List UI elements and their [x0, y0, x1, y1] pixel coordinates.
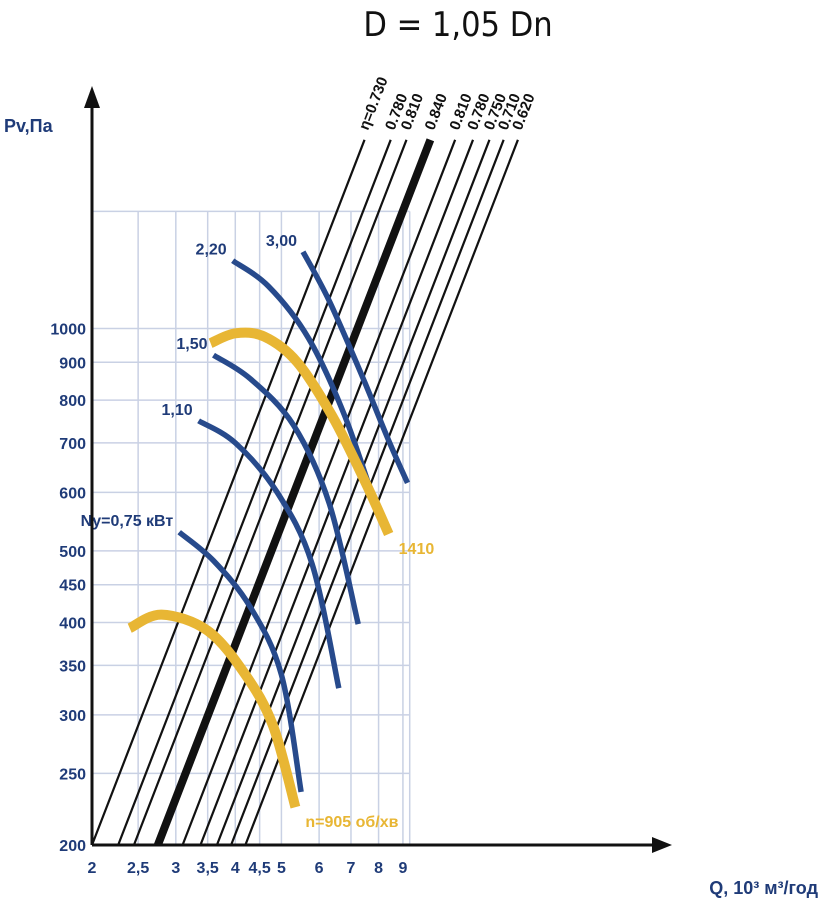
speed-curve-2 [208, 327, 394, 537]
power-curve-label-5: 3,00 [266, 233, 297, 250]
chart-title: D = 1,05 Dn [363, 5, 552, 45]
efficiency-lines: η=0.7300.7800.8100.8400.8100.7800.7500.7… [90, 75, 539, 847]
power-curve-label-1: Ny=0,75 кВт [81, 513, 174, 530]
x-tick-8: 8 [374, 860, 383, 877]
y-tick-350: 350 [59, 658, 86, 675]
efficiency-line-3 [132, 139, 408, 846]
x-tick-9: 9 [398, 860, 407, 877]
x-axis-arrow [652, 837, 672, 853]
power-curve-label-3: 1,50 [176, 336, 207, 353]
x-tick-4-5: 4,5 [249, 860, 271, 877]
x-tick-4: 4 [231, 860, 240, 877]
x-tick-6: 6 [315, 860, 324, 877]
power-curve-4 [231, 258, 382, 516]
power-curve-1 [177, 530, 304, 793]
power-curve-3 [212, 352, 361, 625]
speed-curve-1 [127, 609, 301, 809]
power-curve-label-4: 2,20 [196, 242, 227, 259]
axes [84, 86, 672, 853]
y-tick-200: 200 [59, 838, 86, 855]
efficiency-line-2 [117, 139, 392, 846]
x-tick-7: 7 [347, 860, 356, 877]
efficiency-line-4 [154, 138, 435, 847]
curves: Ny=0,75 кВт 1,10 1,50 2,20 3,00 n=905 об/хв 14… [81, 233, 435, 831]
efficiency-line-1 [90, 139, 366, 846]
x-tick-3: 3 [171, 860, 180, 877]
y-tick-500: 500 [59, 544, 86, 561]
y-tick-900: 900 [59, 355, 86, 372]
power-curve-5 [300, 250, 411, 485]
efficiency-line-5 [181, 139, 457, 846]
y-tick-300: 300 [59, 708, 86, 725]
x-tick-2: 2 [88, 860, 97, 877]
y-tick-600: 600 [59, 485, 86, 502]
speed-curve-label-1: n=905 об/хв [305, 814, 398, 831]
x-tick-5: 5 [277, 860, 286, 877]
y-tick-400: 400 [59, 616, 86, 633]
y-tick-700: 700 [59, 436, 86, 453]
x-axis-label: Q, 10³ м³/год [709, 878, 818, 898]
y-tick-800: 800 [59, 393, 86, 410]
speed-curve-label-2: 1410 [399, 541, 435, 558]
y-tick-250: 250 [59, 766, 86, 783]
efficiency-line-7 [215, 139, 491, 846]
power-curve-label-2: 1,10 [161, 402, 192, 419]
tick-labels: 2 2,5 3 3,5 4 4,5 5 6 7 8 9 200 250 300 350 400 450 500 60… [50, 321, 407, 877]
x-tick-3-5: 3,5 [197, 860, 219, 877]
y-tick-450: 450 [59, 578, 86, 595]
y-axis-label: Pv,Па [4, 116, 54, 136]
y-tick-1000: 1000 [50, 321, 86, 338]
x-tick-2-5: 2,5 [127, 860, 149, 877]
y-axis-arrow [84, 86, 100, 108]
efficiency-line-6 [199, 139, 475, 846]
power-curve-2 [197, 418, 342, 689]
